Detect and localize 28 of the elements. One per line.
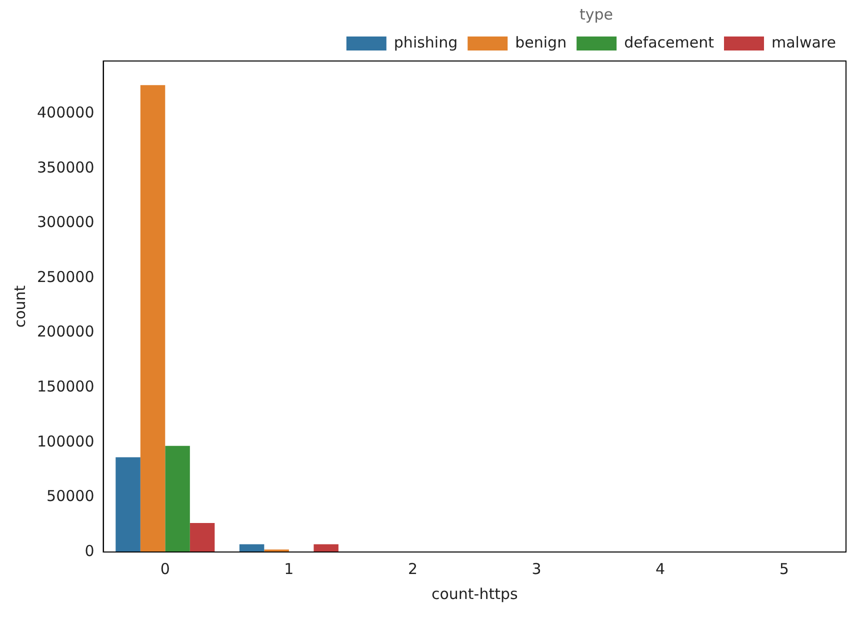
y-tick-label: 350000 <box>36 158 94 176</box>
y-tick-label: 50000 <box>46 487 94 506</box>
y-tick-label: 100000 <box>36 432 94 450</box>
x-tick-label: 1 <box>284 560 294 578</box>
y-tick-label: 300000 <box>36 213 94 232</box>
bar <box>116 457 140 552</box>
x-tick-label: 2 <box>408 560 418 578</box>
x-tick-label: 4 <box>656 560 666 578</box>
bar <box>190 522 215 552</box>
y-tick-label: 400000 <box>36 104 94 122</box>
y-tick-label: 200000 <box>36 322 94 341</box>
x-tick-label: 5 <box>779 560 789 578</box>
x-tick-label: 0 <box>160 560 170 578</box>
legend-label: defacement <box>624 33 714 52</box>
legend-title: type <box>579 5 613 24</box>
y-tick-label: 250000 <box>36 268 94 286</box>
x-tick-label: 3 <box>532 560 542 578</box>
bar <box>165 446 190 552</box>
legend-label: malware <box>772 33 836 52</box>
x-axis-title: count-https <box>431 584 518 603</box>
bar <box>239 544 264 552</box>
bar <box>314 544 338 552</box>
y-tick-label: 0 <box>84 542 94 560</box>
y-tick-label: 150000 <box>36 377 94 396</box>
legend-label: benign <box>515 33 567 52</box>
legend-label: phishing <box>394 33 458 52</box>
y-axis-title: count <box>10 285 29 328</box>
bar <box>140 85 166 552</box>
